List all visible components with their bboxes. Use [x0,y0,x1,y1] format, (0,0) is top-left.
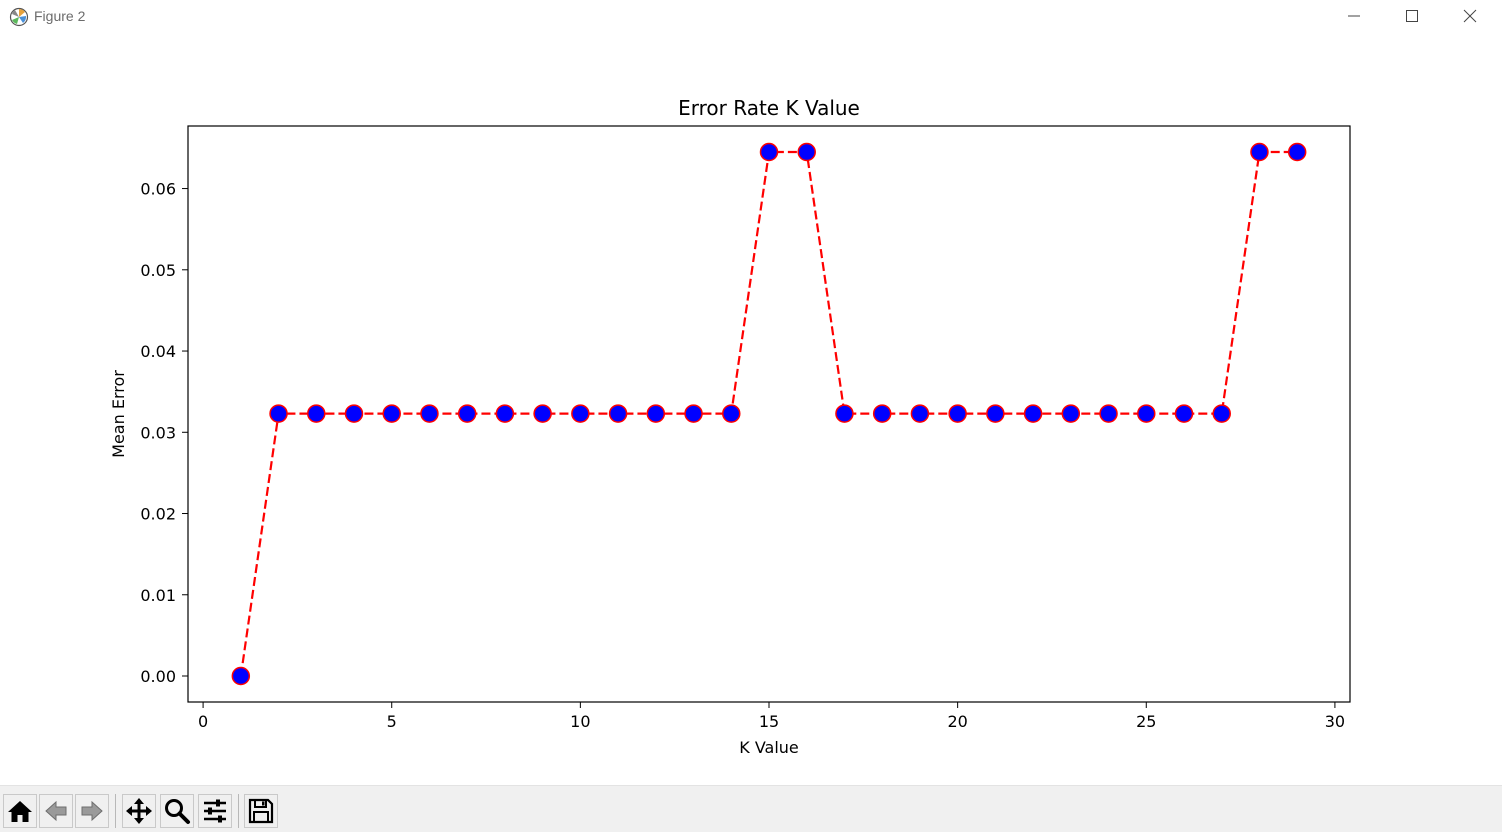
x-tick-label: 5 [387,712,397,731]
y-tick-label: 0.02 [140,505,176,524]
forward-button[interactable] [75,794,109,828]
data-point [420,404,439,423]
x-tick-label: 25 [1136,712,1156,731]
data-point [1023,404,1043,423]
data-point [797,142,816,162]
configure-subplots-icon [204,799,226,823]
y-tick-label: 0.01 [140,586,176,605]
y-tick-label: 0.03 [140,423,176,442]
data-point [722,404,741,423]
forward-icon [81,800,103,822]
navigation-toolbar [0,785,1502,832]
window-edge [1498,66,1502,818]
minimize-button[interactable] [1325,0,1383,32]
data-point [382,404,401,423]
data-point [1287,142,1307,162]
y-tick-label: 0.05 [140,261,176,280]
plot-content [231,142,1307,686]
data-point [307,404,326,423]
home-icon [8,801,32,822]
toolbar-separator [238,794,239,828]
close-button[interactable] [1441,0,1499,32]
data-point [1174,404,1194,423]
data-point [457,404,477,423]
window-titlebar: Figure 2 [0,0,1502,33]
data-point [1099,404,1118,423]
maximize-button[interactable] [1383,0,1441,32]
minimize-icon [1348,15,1360,17]
x-tick-label: 20 [947,712,967,731]
y-axis: 0.00 0.01 0.02 0.03 0.04 0.05 0.06 [140,180,188,686]
x-tick-label: 0 [198,712,208,731]
data-point [1212,404,1231,423]
y-tick-label: 0.06 [140,180,176,199]
data-point [344,404,364,423]
save-icon [248,798,274,824]
zoom-button[interactable] [160,794,194,828]
y-tick-label: 0.00 [140,667,176,686]
x-axis-label: K Value [739,738,799,757]
window-title: Figure 2 [34,8,86,24]
data-point [495,404,515,423]
x-axis: 0 5 10 15 20 25 30 [198,702,1345,731]
data-point [269,404,288,423]
data-point [533,404,552,423]
back-icon [45,800,67,822]
data-point [571,404,590,423]
data-point [910,404,930,423]
configure-subplots-button[interactable] [198,794,232,828]
data-point [986,404,1005,423]
back-button[interactable] [39,794,73,828]
data-point [608,404,628,423]
data-point [759,142,779,162]
data-point [231,666,251,686]
maximize-icon [1406,10,1418,22]
pan-button[interactable] [122,794,156,828]
matplotlib-logo-icon [9,7,29,27]
close-icon [1463,9,1477,23]
x-tick-label: 15 [759,712,779,731]
y-axis-label: Mean Error [109,370,128,458]
data-point [1137,404,1156,423]
x-tick-label: 30 [1325,712,1345,731]
toolbar-separator [115,794,116,828]
x-tick-label: 10 [570,712,590,731]
data-point [646,404,666,423]
data-point [948,404,967,423]
figure-canvas[interactable]: 0 5 10 15 20 25 30 0.00 0.01 0.02 0.03 0.04 0.05 0.0… [0,33,1502,818]
pan-icon [126,798,152,824]
y-tick-label: 0.04 [140,342,176,361]
home-button[interactable] [3,794,37,828]
data-point [1061,404,1081,423]
save-button[interactable] [244,794,278,828]
chart: 0 5 10 15 20 25 30 0.000.010.020.030.040.050.0… [109,96,1351,757]
data-point [1250,142,1269,162]
data-point [835,404,854,423]
data-point [684,404,703,423]
chart-title: Error Rate K Value [678,96,860,120]
zoom-icon [165,799,190,824]
data-point [872,404,892,423]
